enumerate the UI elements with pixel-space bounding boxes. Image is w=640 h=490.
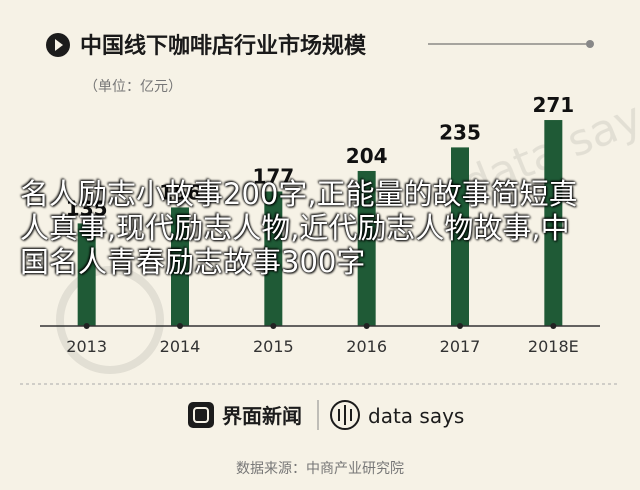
category-label-2013: 2013	[66, 337, 107, 356]
axis-tick-2015	[270, 323, 277, 329]
value-label-2014: 156	[159, 180, 201, 204]
axis-tick-2014	[177, 323, 183, 329]
bar-2018E	[544, 120, 563, 326]
category-label-2014: 2014	[160, 337, 201, 356]
category-label-2016: 2016	[346, 337, 387, 356]
data-source: 数据来源：中商产业研究院	[236, 461, 404, 477]
value-label-2018E: 271	[532, 93, 574, 117]
bars-layer	[77, 120, 563, 326]
datasays-logo-icon	[330, 400, 360, 430]
category-label-2018E: 2018E	[528, 337, 579, 356]
play-icon	[55, 39, 63, 51]
brand-jiemian: 界面新闻	[222, 404, 302, 428]
bar-2015	[264, 191, 283, 326]
category-labels: 2013 2014 2015 2016 2017 2018E	[66, 337, 578, 356]
bar-2013	[77, 223, 96, 326]
tick-layer	[83, 323, 557, 329]
bar-2016	[357, 170, 376, 326]
jiemian-logo-icon	[188, 402, 214, 428]
title-rule-dot-icon	[586, 40, 594, 48]
axis-tick-2018E	[550, 323, 557, 329]
category-label-2017: 2017	[440, 337, 481, 356]
axis-tick-2017	[457, 323, 463, 329]
axis-tick-2016	[363, 323, 370, 329]
overlay-caption: 名人励志小故事200字,正能量的故事简短真人真事,现代励志人物,近代励志人物故事…	[20, 177, 578, 279]
brand-datasays: data says	[368, 404, 464, 428]
value-labels: 135 156 177 204 235 271	[66, 93, 574, 220]
value-label-2017: 235	[439, 120, 481, 144]
chart-title: 中国线下咖啡店行业市场规模	[80, 33, 367, 59]
chart-unit: （单位：亿元）	[84, 79, 182, 95]
value-label-2013: 135	[66, 196, 108, 220]
bar-2014	[171, 207, 189, 326]
value-label-2016: 204	[346, 144, 388, 168]
axis-tick-2013	[83, 323, 90, 329]
category-label-2015: 2015	[253, 337, 294, 356]
bar-2017	[451, 147, 469, 326]
value-label-2015: 177	[252, 164, 294, 188]
